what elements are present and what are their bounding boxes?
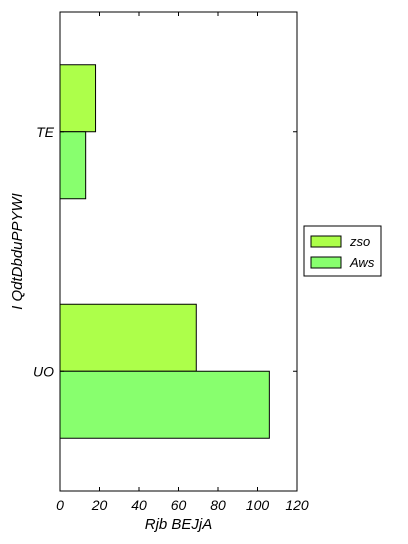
x-tick-label: 120 xyxy=(285,497,309,513)
bar-zso-TE xyxy=(59,64,97,133)
bar-Aws-UO xyxy=(59,370,270,439)
x-axis-label: Rjb BEJjA xyxy=(145,516,213,533)
bar-Aws-TE xyxy=(59,131,87,200)
x-tick-label: 20 xyxy=(91,497,108,513)
x-tick-label: 0 xyxy=(56,497,64,513)
x-tick-label: 100 xyxy=(246,497,270,513)
x-tick-label: 80 xyxy=(210,497,226,513)
y-axis-label: I QdtDbduPPYWI xyxy=(9,193,26,310)
bar-zso-UO xyxy=(59,303,197,372)
bars-layer xyxy=(59,64,270,439)
category-label-UO: UO xyxy=(33,363,54,379)
legend: zso Aws xyxy=(303,225,382,277)
legend-label-zso: zso xyxy=(349,234,370,249)
x-tick-label: 60 xyxy=(171,497,187,513)
legend-swatch-Aws xyxy=(310,256,342,269)
category-label-TE: TE xyxy=(36,124,55,140)
legend-label-Aws: Aws xyxy=(349,255,375,270)
y-axis-ticks: TE UO xyxy=(33,124,297,379)
x-tick-label: 40 xyxy=(131,497,147,513)
x-axis-ticks: 0 20 40 60 80 100 120 xyxy=(56,12,309,513)
legend-swatch-zso xyxy=(310,235,342,248)
